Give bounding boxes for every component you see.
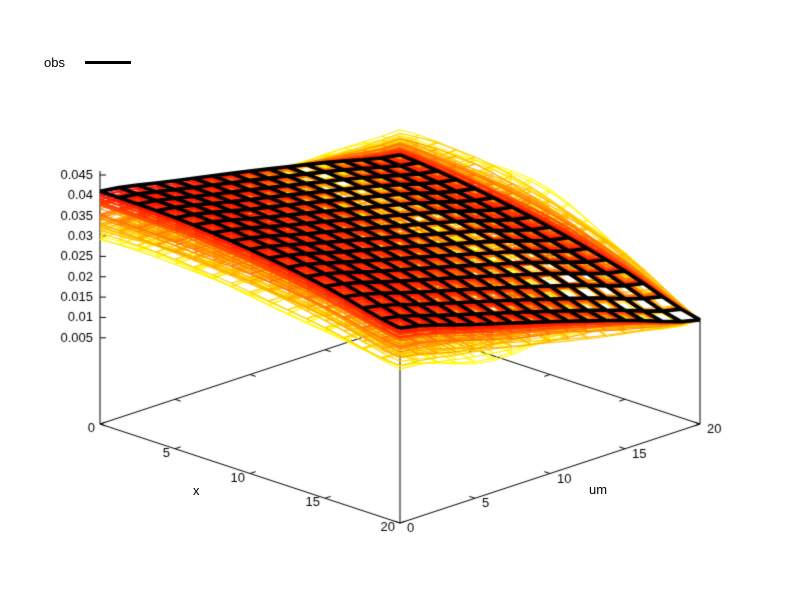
legend-label: obs bbox=[44, 55, 65, 70]
legend-line-sample bbox=[85, 61, 131, 64]
x-axis-label: x bbox=[193, 483, 200, 498]
um-axis-label: um bbox=[589, 482, 608, 497]
